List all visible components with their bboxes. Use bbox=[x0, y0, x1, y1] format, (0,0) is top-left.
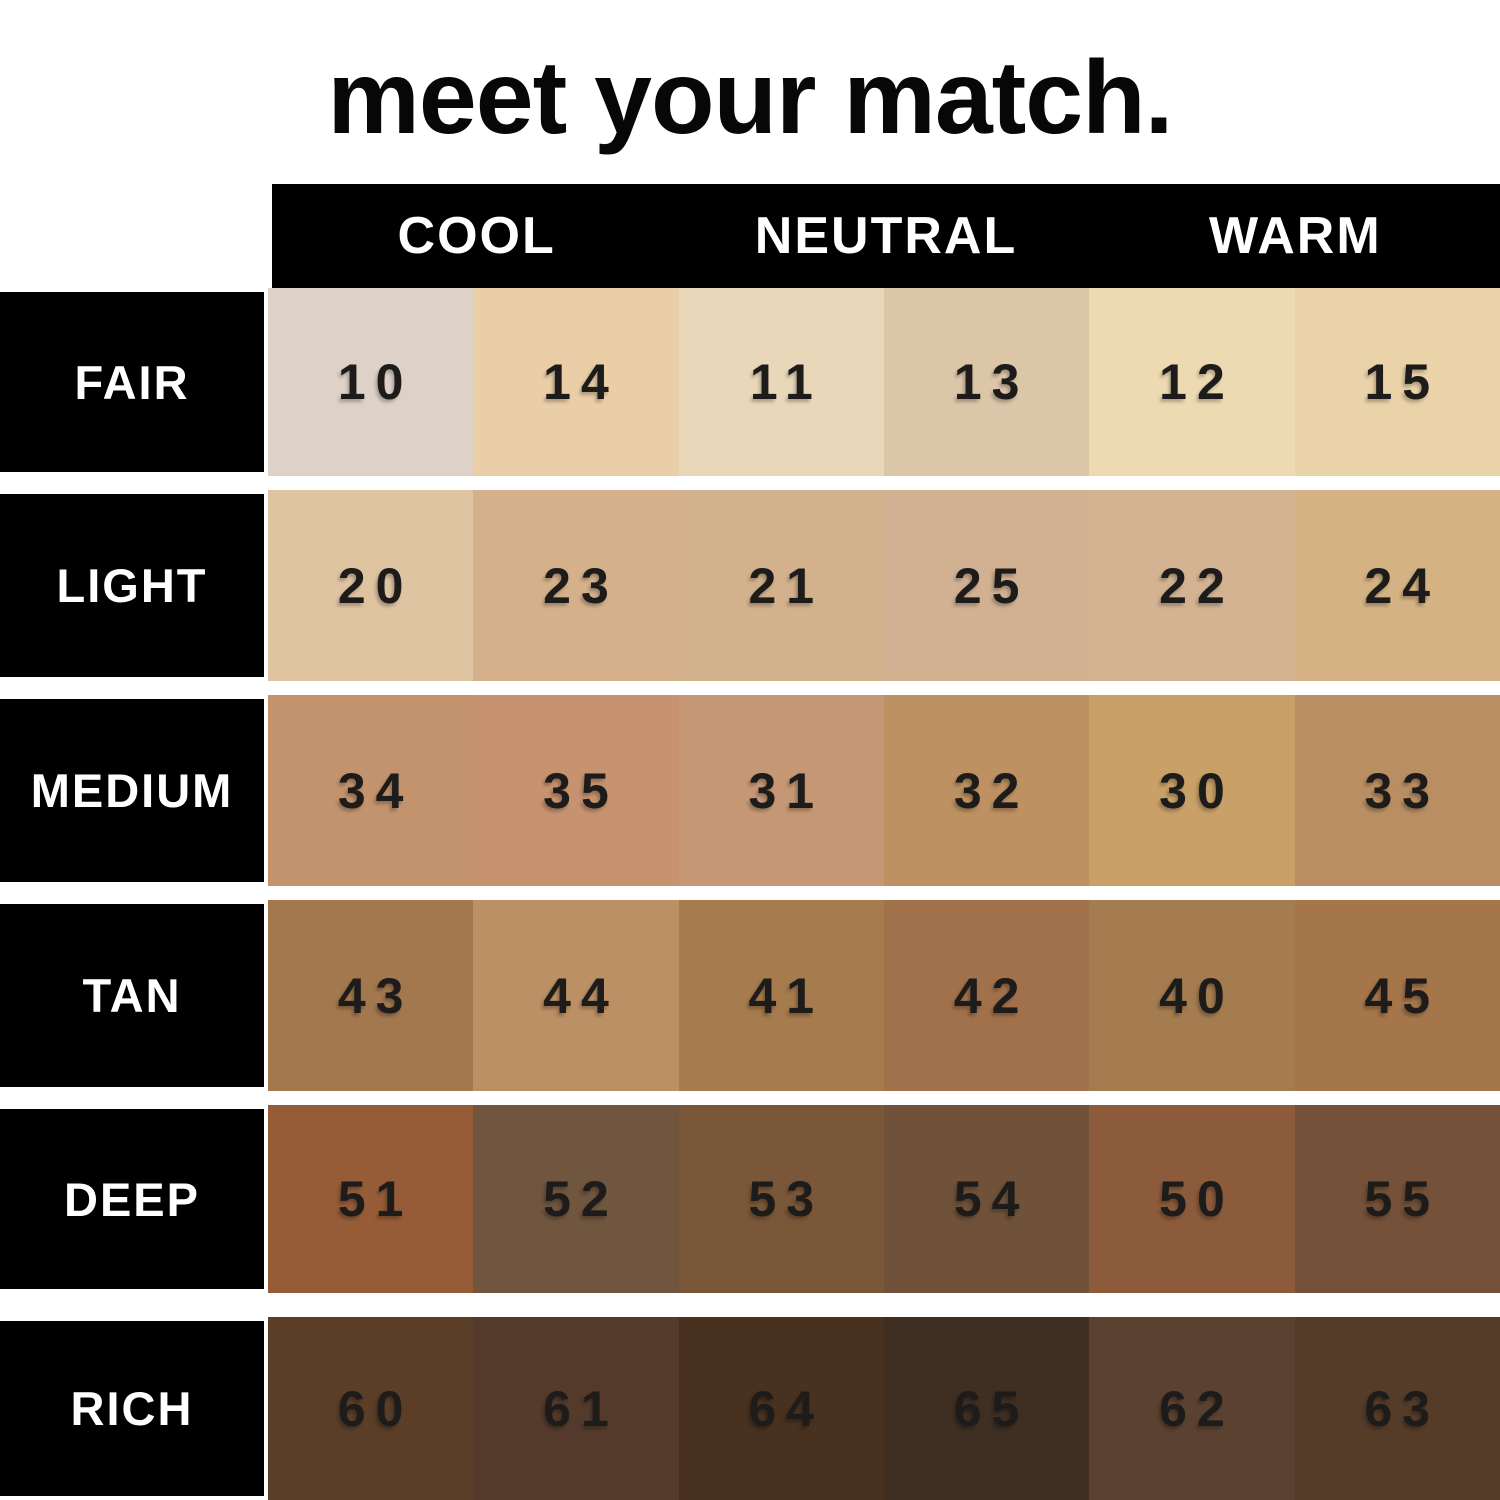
row-label-deep: DEEP bbox=[0, 1109, 264, 1289]
swatch-strip: 10 14 11 13 12 15 bbox=[268, 288, 1500, 476]
swatch-strip: 34 35 31 32 30 33 bbox=[268, 695, 1500, 886]
shade-swatch: 11 bbox=[678, 288, 884, 476]
shade-swatch: 25 bbox=[883, 490, 1090, 681]
shade-swatch: 34 bbox=[268, 695, 474, 886]
shade-swatch: 63 bbox=[1294, 1317, 1500, 1500]
undertone-header-bar: COOL NEUTRAL WARM bbox=[272, 184, 1500, 288]
shade-swatch: 65 bbox=[883, 1317, 1090, 1500]
shade-swatch: 54 bbox=[883, 1105, 1090, 1293]
shade-swatch: 14 bbox=[473, 288, 679, 476]
swatch-strip: 20 23 21 25 22 24 bbox=[268, 490, 1500, 681]
shade-swatch: 41 bbox=[678, 900, 884, 1091]
shade-swatch: 43 bbox=[268, 900, 474, 1091]
shade-swatch: 53 bbox=[678, 1105, 884, 1293]
shade-row-rich: RICH 60 61 64 65 62 63 bbox=[0, 1317, 1500, 1500]
shade-swatch: 45 bbox=[1294, 900, 1500, 1091]
shade-swatch: 20 bbox=[268, 490, 474, 681]
shade-row-deep: DEEP 51 52 53 54 50 55 bbox=[0, 1105, 1500, 1293]
swatch-strip: 51 52 53 54 50 55 bbox=[268, 1105, 1500, 1293]
shade-swatch: 31 bbox=[678, 695, 884, 886]
shade-swatch: 10 bbox=[268, 288, 474, 476]
row-label-light: LIGHT bbox=[0, 494, 264, 677]
row-label-rich: RICH bbox=[0, 1321, 264, 1496]
shade-swatch: 42 bbox=[883, 900, 1090, 1091]
row-label-tan: TAN bbox=[0, 904, 264, 1087]
shade-swatch: 60 bbox=[268, 1317, 474, 1500]
shade-swatch: 24 bbox=[1294, 490, 1500, 681]
shade-chart: COOL NEUTRAL WARM FAIR 10 14 11 13 12 15… bbox=[0, 184, 1500, 1500]
shade-row-medium: MEDIUM 34 35 31 32 30 33 bbox=[0, 695, 1500, 886]
shade-row-fair: FAIR 10 14 11 13 12 15 bbox=[0, 288, 1500, 476]
row-label-medium: MEDIUM bbox=[0, 699, 264, 882]
shade-swatch: 61 bbox=[473, 1317, 679, 1500]
header-warm: WARM bbox=[1209, 207, 1382, 265]
swatch-strip: 43 44 41 42 40 45 bbox=[268, 900, 1500, 1091]
header-neutral: NEUTRAL bbox=[754, 207, 1018, 265]
shade-swatch: 55 bbox=[1294, 1105, 1500, 1293]
shade-swatch: 35 bbox=[473, 695, 679, 886]
shade-swatch: 51 bbox=[268, 1105, 474, 1293]
page-title: meet your match. bbox=[327, 39, 1173, 156]
shade-swatch: 50 bbox=[1089, 1105, 1295, 1293]
shade-row-tan: TAN 43 44 41 42 40 45 bbox=[0, 900, 1500, 1091]
shade-swatch: 33 bbox=[1294, 695, 1500, 886]
swatch-strip: 60 61 64 65 62 63 bbox=[268, 1317, 1500, 1500]
shade-swatch: 32 bbox=[883, 695, 1090, 886]
shade-swatch: 64 bbox=[678, 1317, 884, 1500]
shade-swatch: 12 bbox=[1089, 288, 1295, 476]
shade-swatch: 62 bbox=[1089, 1317, 1295, 1500]
header-cool: COOL bbox=[397, 207, 556, 265]
shade-swatch: 21 bbox=[678, 490, 884, 681]
shade-swatch: 30 bbox=[1089, 695, 1295, 886]
shade-swatch: 13 bbox=[883, 288, 1090, 476]
shade-swatch: 23 bbox=[473, 490, 679, 681]
shade-swatch: 22 bbox=[1089, 490, 1295, 681]
shade-row-light: LIGHT 20 23 21 25 22 24 bbox=[0, 490, 1500, 681]
shade-swatch: 15 bbox=[1294, 288, 1500, 476]
shade-swatch: 52 bbox=[473, 1105, 679, 1293]
shade-swatch: 44 bbox=[473, 900, 679, 1091]
shade-swatch: 40 bbox=[1089, 900, 1295, 1091]
row-label-fair: FAIR bbox=[0, 292, 264, 472]
